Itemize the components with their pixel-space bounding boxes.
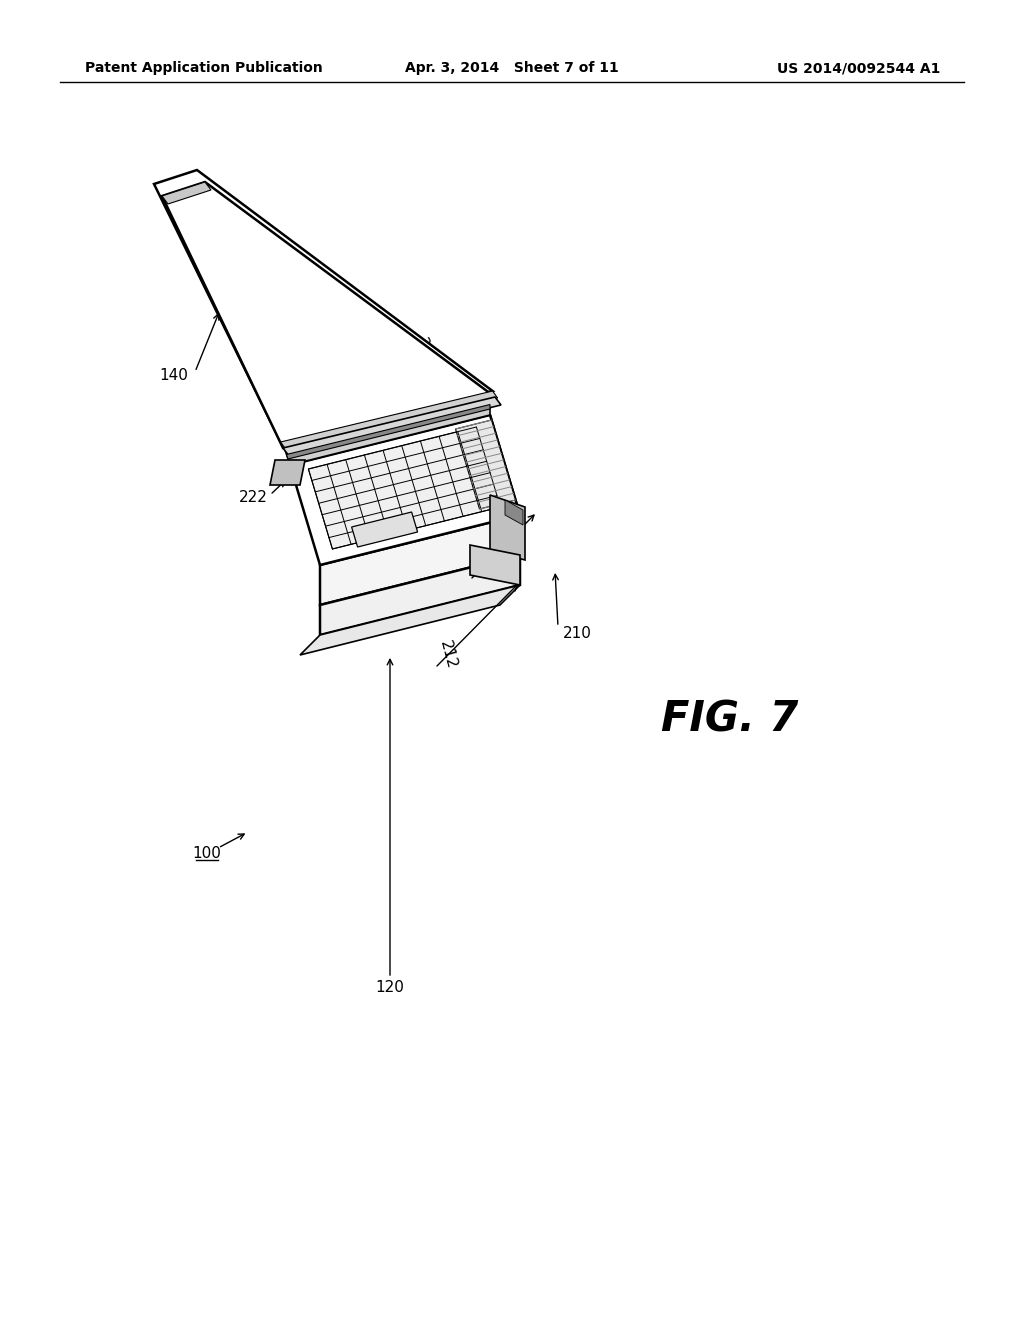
- Polygon shape: [283, 397, 501, 455]
- Polygon shape: [287, 404, 490, 459]
- Polygon shape: [351, 512, 418, 546]
- Text: 212: 212: [437, 639, 459, 671]
- Polygon shape: [162, 182, 211, 205]
- Text: Patent Application Publication: Patent Application Publication: [85, 61, 323, 75]
- Polygon shape: [490, 495, 525, 560]
- Text: Apr. 3, 2014   Sheet 7 of 11: Apr. 3, 2014 Sheet 7 of 11: [406, 61, 618, 75]
- Text: 222: 222: [240, 490, 268, 504]
- Polygon shape: [285, 400, 490, 465]
- Polygon shape: [505, 500, 523, 525]
- Text: 182: 182: [462, 471, 484, 503]
- Polygon shape: [154, 170, 493, 442]
- Polygon shape: [319, 554, 520, 635]
- Text: 120B: 120B: [450, 395, 475, 436]
- Text: US 2014/0092544 A1: US 2014/0092544 A1: [776, 61, 940, 75]
- Polygon shape: [470, 545, 520, 585]
- Text: 120: 120: [376, 981, 404, 995]
- Polygon shape: [300, 585, 520, 655]
- Polygon shape: [270, 459, 305, 484]
- Text: 224: 224: [308, 367, 330, 399]
- Polygon shape: [308, 426, 501, 549]
- Polygon shape: [281, 391, 498, 449]
- Polygon shape: [456, 420, 515, 510]
- Polygon shape: [490, 414, 520, 554]
- Text: 100: 100: [193, 846, 221, 861]
- Text: 210: 210: [563, 626, 592, 640]
- Text: 140: 140: [159, 367, 188, 383]
- Text: 214: 214: [472, 549, 494, 581]
- Text: FIG. 7: FIG. 7: [662, 700, 799, 741]
- Polygon shape: [319, 515, 520, 605]
- Text: 220: 220: [413, 337, 435, 368]
- Polygon shape: [290, 414, 520, 565]
- Polygon shape: [162, 182, 495, 447]
